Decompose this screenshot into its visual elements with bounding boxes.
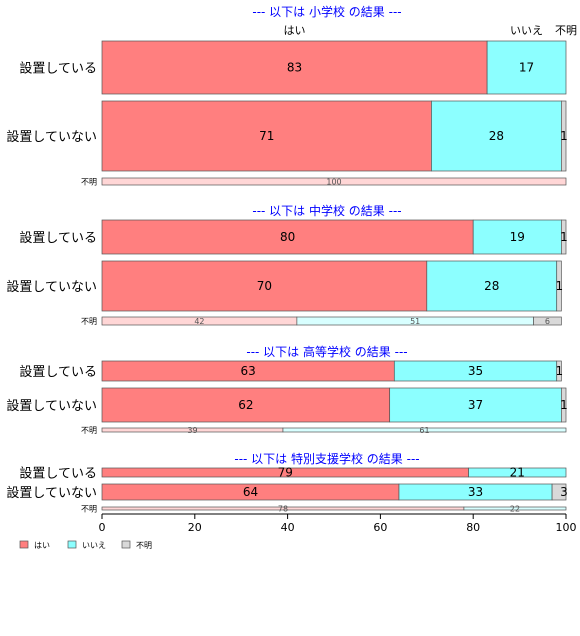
x-axis-tick-label: 100: [556, 521, 577, 534]
data-label-yes: 64: [243, 485, 258, 499]
row-label: 不明: [81, 178, 97, 187]
data-label-no: 35: [468, 364, 483, 378]
x-axis-tick-label: 60: [373, 521, 387, 534]
x-axis-tick-label: 20: [188, 521, 202, 534]
data-label-unknown: 1: [560, 398, 568, 412]
panel-title-2: --- 以下は 高等学校 の結果 ---: [246, 344, 407, 359]
data-label-unknown: 1: [556, 279, 564, 293]
top-label-yes: はい: [284, 24, 306, 37]
row-label: 不明: [81, 426, 97, 435]
bar-segment-yes: [101, 260, 428, 312]
row-label: 不明: [81, 317, 97, 326]
data-label-yes: 71: [259, 129, 274, 143]
bar-segment-no: [463, 506, 567, 511]
data-label-no: 61: [419, 426, 429, 435]
data-label-yes: 80: [280, 230, 295, 244]
bar-segment-no: [389, 387, 562, 423]
data-label-yes: 39: [187, 426, 197, 435]
row-label: 設置していない: [6, 129, 97, 145]
bar-segment-yes: [101, 40, 488, 95]
bar-segment-unknown: [561, 387, 567, 423]
legend-label-no: いいえ: [82, 541, 106, 550]
data-label-no: 22: [510, 505, 520, 514]
data-label-no: 51: [410, 317, 420, 326]
panel-title-1: --- 以下は 中学校 の結果 ---: [252, 203, 401, 218]
data-label-yes: 70: [257, 279, 272, 293]
data-label-no: 19: [510, 230, 525, 244]
panel-title-3: --- 以下は 特別支援学校 の結果 ---: [234, 451, 419, 466]
row-label: 設置している: [19, 466, 97, 482]
legend-swatch-yes: [19, 540, 29, 549]
data-label-no: 33: [468, 485, 483, 499]
data-label-yes: 42: [194, 317, 204, 326]
data-label-unknown: 3: [560, 485, 568, 499]
data-label-unknown: 6: [545, 317, 550, 326]
data-label-no: 28: [484, 279, 499, 293]
data-label-yes: 62: [238, 398, 253, 412]
row-label: 設置していない: [6, 485, 97, 501]
bar-segment-unknown: [551, 483, 567, 501]
bar-segment-no: [282, 427, 567, 433]
data-label-unknown: 1: [556, 364, 564, 378]
bar-segment-unknown: [533, 316, 562, 326]
bar-segment-no: [468, 467, 567, 478]
data-label-no: 21: [510, 466, 525, 480]
bar-segment-unknown: [556, 260, 562, 312]
data-label-unknown: 1: [560, 129, 568, 143]
bar-segment-unknown: [556, 360, 562, 382]
top-label-no: いいえ: [510, 24, 543, 37]
bar-segment-no: [472, 219, 562, 255]
data-label-yes: 79: [278, 466, 293, 480]
data-label-yes: 78: [278, 505, 288, 514]
bar-segment-yes: [101, 177, 567, 186]
row-label: 設置している: [19, 230, 97, 246]
bar-segment-yes: [101, 387, 391, 423]
bar-segment-yes: [101, 219, 474, 255]
legend-label-yes: はい: [34, 541, 50, 550]
bar-segment-yes: [101, 100, 432, 172]
data-label-unknown: 1: [560, 230, 568, 244]
row-label: 設置している: [19, 364, 97, 380]
data-label-no: 37: [468, 398, 483, 412]
row-label: 不明: [81, 505, 97, 514]
legend-label-unknown: 不明: [136, 541, 152, 550]
x-axis-tick-label: 80: [466, 521, 480, 534]
data-label-no: 28: [489, 129, 504, 143]
bar-segment-no: [486, 40, 567, 95]
data-label-no: 17: [519, 61, 534, 75]
row-label: 設置していない: [6, 279, 97, 295]
bar-segment-no: [431, 100, 562, 172]
top-label-unknown: 不明: [555, 24, 577, 37]
x-axis-tick-label: 40: [281, 521, 295, 534]
row-label: 設置していない: [6, 398, 97, 414]
x-axis-tick-label: 0: [99, 521, 106, 534]
data-label-yes: 100: [326, 178, 341, 187]
data-label-yes: 63: [241, 364, 256, 378]
bar-segment-unknown: [561, 219, 567, 255]
legend-swatch-unknown: [121, 540, 131, 549]
row-label: 設置している: [19, 61, 97, 77]
bar-segment-unknown: [561, 100, 567, 172]
legend-swatch-no: [67, 540, 77, 549]
data-label-yes: 83: [287, 61, 302, 75]
panel-title-0: --- 以下は 小学校 の結果 ---: [252, 4, 401, 19]
